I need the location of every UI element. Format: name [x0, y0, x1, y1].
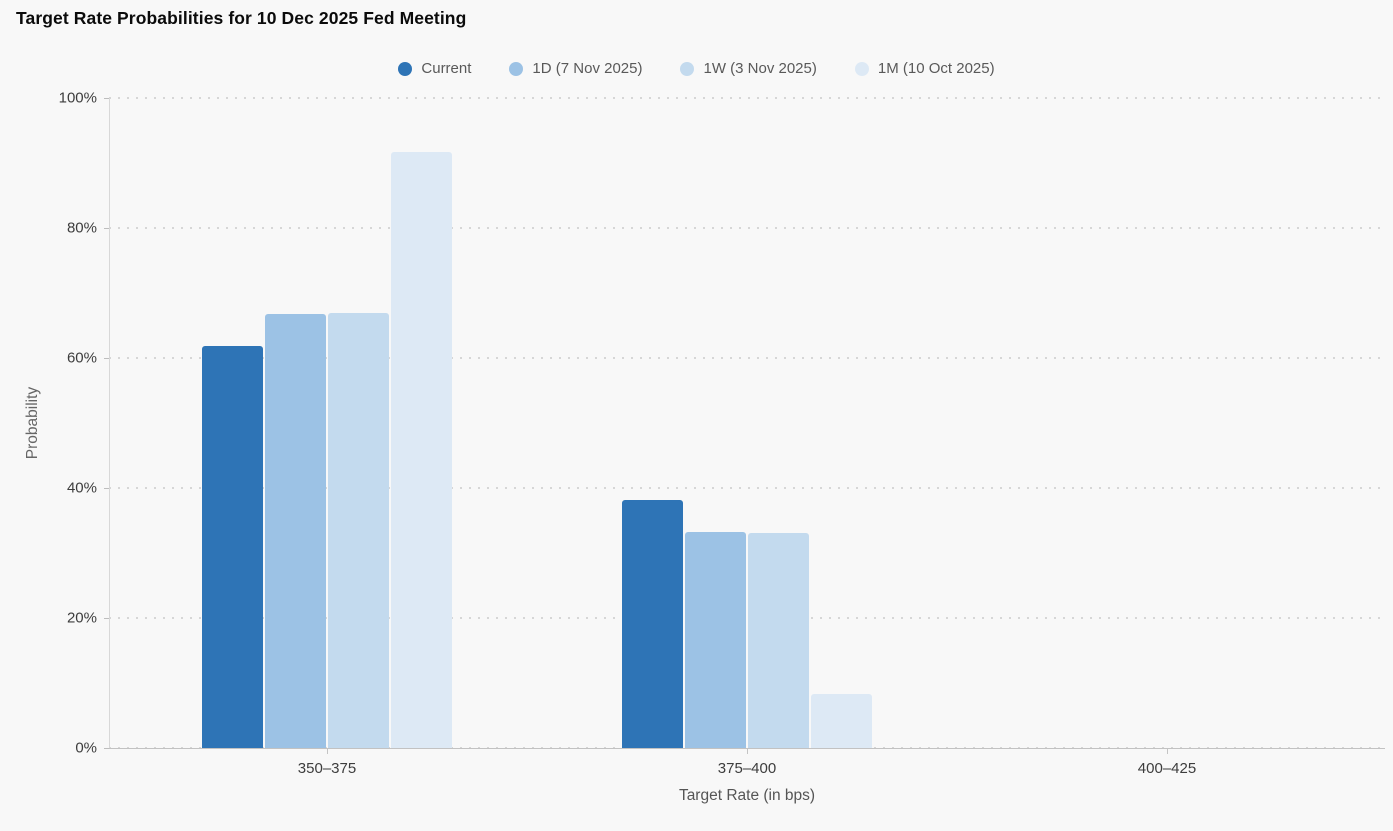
y-tick-mark	[104, 228, 109, 229]
legend-item-1d-7-nov-2025[interactable]: 1D (7 Nov 2025)	[509, 60, 642, 77]
y-tick-mark	[104, 98, 109, 99]
y-tick-mark	[104, 358, 109, 359]
y-tick-mark	[104, 748, 109, 749]
bar-1m-10-oct-2025-375-400[interactable]	[811, 694, 872, 748]
legend-swatch-icon	[854, 61, 869, 76]
gridline	[109, 97, 1385, 99]
x-axis-title: Target Rate (in bps)	[678, 787, 816, 804]
legend-swatch-icon	[509, 61, 524, 76]
bar-1w-3-nov-2025-375-400[interactable]	[748, 532, 809, 748]
gridline	[109, 357, 1385, 359]
legend-item-1m-10-oct-2025[interactable]: 1M (10 Oct 2025)	[854, 60, 995, 77]
x-tick-mark	[747, 749, 748, 754]
bar-1d-7-nov-2025-375-400[interactable]	[685, 532, 746, 748]
chart-legend: Current 1D (7 Nov 2025) 1W (3 Nov 2025) 1M …	[0, 60, 1393, 77]
x-category-label: 400–425	[1137, 760, 1197, 777]
y-tick-mark	[104, 488, 109, 489]
legend-label: 1M (10 Oct 2025)	[877, 60, 995, 77]
bar-current-375-400[interactable]	[622, 499, 683, 748]
gridline	[109, 227, 1385, 229]
y-axis-line	[109, 98, 110, 748]
legend-swatch-icon	[680, 61, 695, 76]
legend-label: 1D (7 Nov 2025)	[532, 60, 643, 77]
legend-item-current[interactable]: Current	[398, 60, 471, 77]
x-axis-line	[109, 748, 1385, 749]
bar-1w-3-nov-2025-350-375[interactable]	[328, 313, 389, 748]
y-tick-label: 80%	[66, 219, 97, 237]
chart-title: Target Rate Probabilities for 10 Dec 202…	[16, 8, 467, 28]
y-tick-mark	[104, 618, 109, 619]
x-category-label: 375–400	[717, 760, 777, 777]
y-tick-label: 40%	[66, 479, 97, 497]
bar-current-350-375[interactable]	[202, 346, 263, 748]
y-tick-label: 100%	[58, 89, 97, 107]
x-tick-mark	[327, 749, 328, 754]
bar-1d-7-nov-2025-350-375[interactable]	[265, 313, 326, 748]
y-tick-label: 20%	[66, 609, 97, 627]
gridline	[109, 487, 1385, 489]
y-tick-label: 60%	[66, 349, 97, 367]
x-category-label: 350–375	[297, 760, 357, 777]
bar-1m-10-oct-2025-350-375[interactable]	[391, 151, 452, 748]
legend-item-1w-3-nov-2025[interactable]: 1W (3 Nov 2025)	[680, 60, 817, 77]
y-tick-label: 0%	[75, 739, 97, 757]
gridline	[109, 617, 1385, 619]
x-tick-mark	[1167, 749, 1168, 754]
legend-label: Current	[421, 60, 472, 77]
legend-label: 1W (3 Nov 2025)	[703, 60, 817, 77]
legend-swatch-icon	[398, 61, 413, 76]
y-axis-title: Probability	[24, 386, 41, 460]
